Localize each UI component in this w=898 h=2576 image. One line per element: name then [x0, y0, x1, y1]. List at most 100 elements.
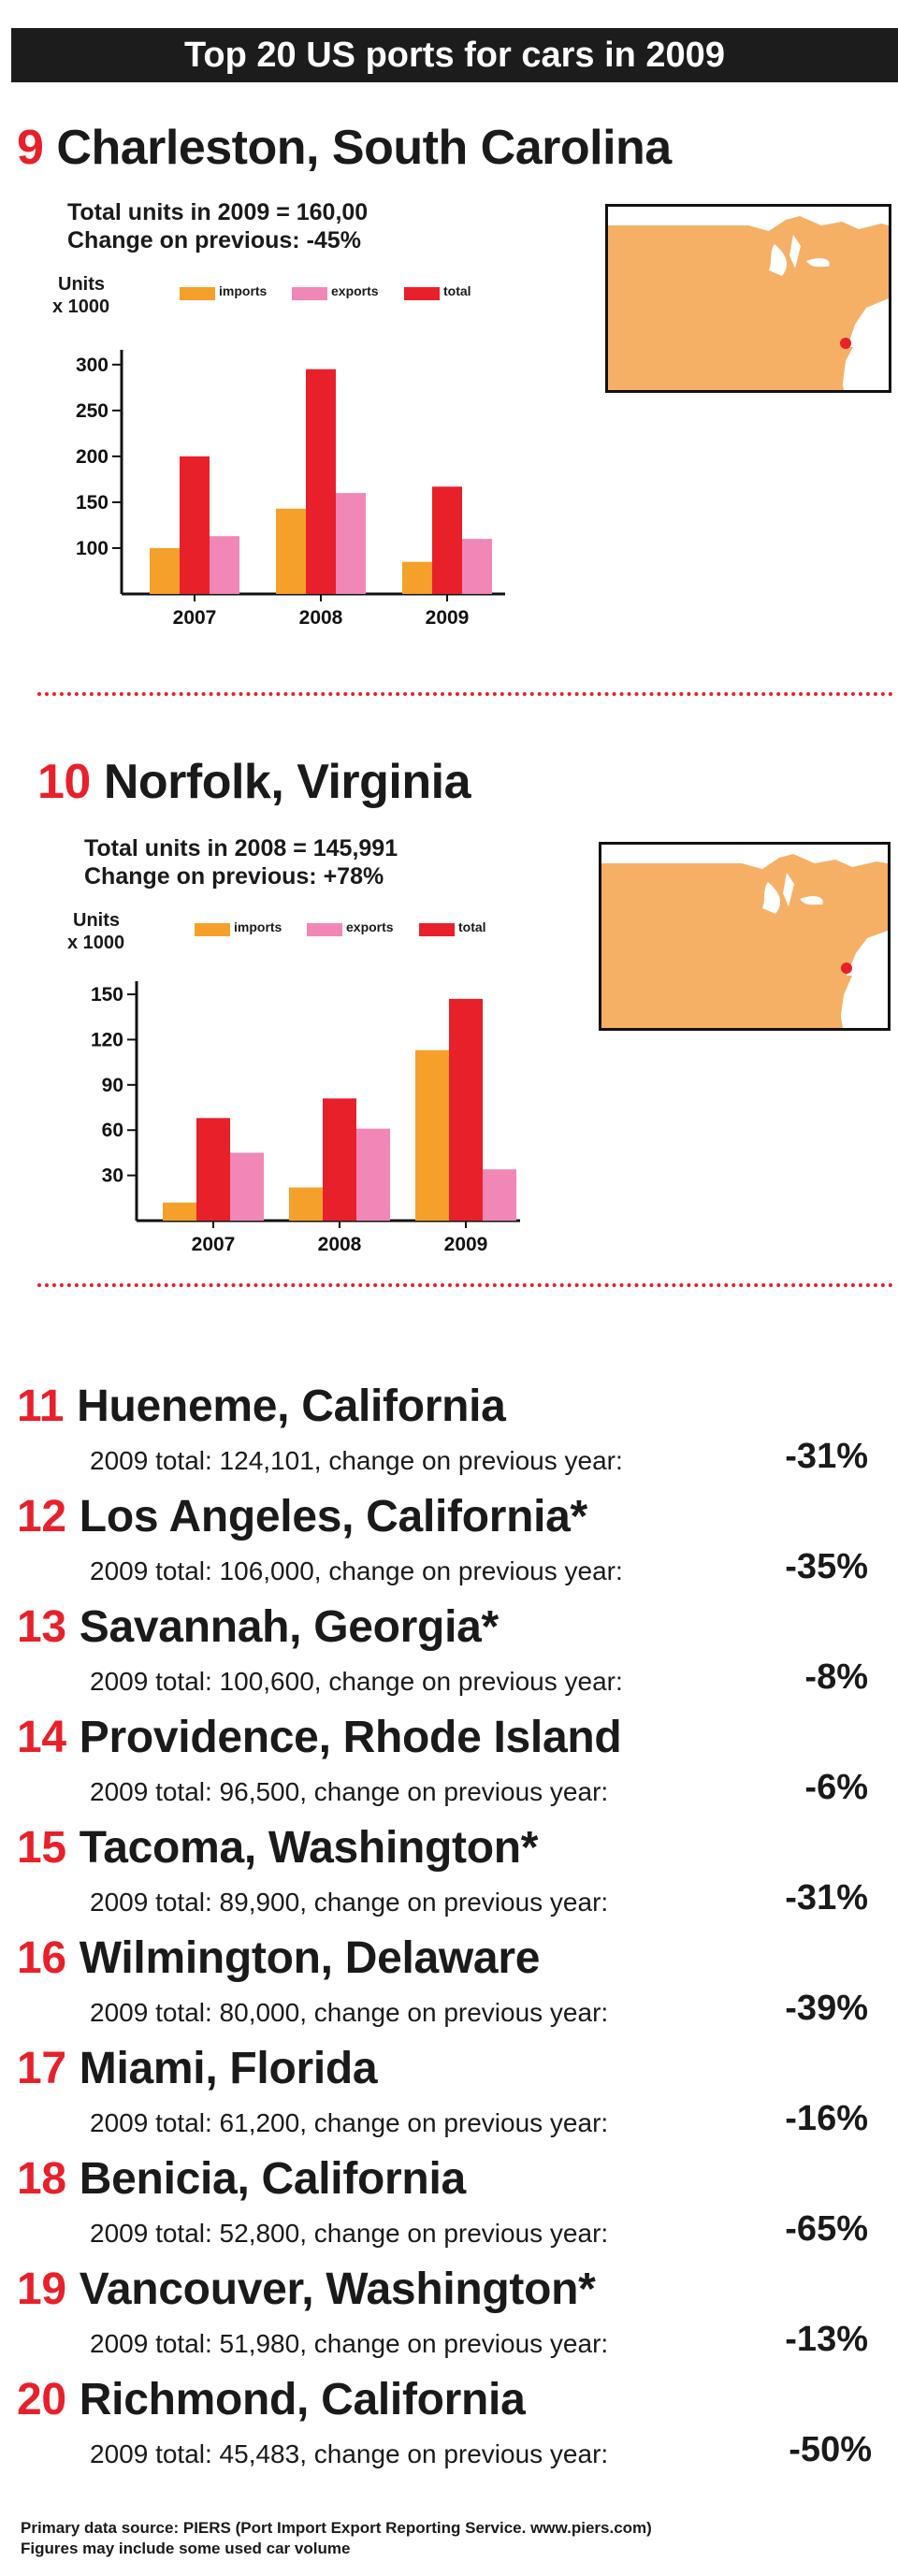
bar-exports-2008	[336, 493, 366, 594]
y-tick-label: 300	[76, 355, 109, 376]
list-item: 14 Providence, Rhode Island	[17, 1712, 622, 1763]
bar-imports-2009	[402, 561, 432, 594]
units-label-9: Units x 1000	[52, 273, 109, 318]
bar-exports-2007	[230, 1152, 264, 1221]
units-line-1: Units	[58, 274, 105, 295]
x-tick-label: 2009	[426, 607, 470, 629]
x-tick-label: 2008	[318, 1234, 362, 1255]
y-tick-label: 250	[76, 400, 109, 422]
port-heading-9: 9 Charleston, South Carolina	[17, 120, 672, 176]
port-marker-dot	[840, 338, 851, 349]
legend-swatch	[195, 923, 230, 936]
y-tick-label: 150	[76, 492, 109, 514]
port-heading: 13 Savannah, Georgia*	[17, 1601, 499, 1653]
bar-total-2007	[196, 1118, 230, 1221]
port-heading: 15 Tacoma, Washington*	[17, 1822, 538, 1874]
port-name: Los Angeles, California*	[79, 1492, 587, 1541]
bar-chart-charleston: 100 150 200 250 300 2007 2008 2009	[76, 350, 505, 629]
y-tick-label: 30	[102, 1165, 123, 1187]
port-detail: 2009 total: 51,980, change on previous y…	[90, 2329, 609, 2358]
y-tick-label: 200	[76, 446, 109, 468]
port-change: -16%	[785, 2099, 868, 2138]
y-tick-label: 150	[91, 984, 123, 1006]
port-detail: 2009 total: 96,500, change on previous y…	[90, 1777, 609, 1806]
port-detail: 2009 total: 61,200, change on previous y…	[90, 2108, 609, 2137]
footer-source: Primary data source: PIERS (Port Import …	[21, 2519, 652, 2537]
port-name: Miami, Florida	[79, 2044, 378, 2093]
legend-label: exports	[346, 919, 394, 934]
list-item: 15 Tacoma, Washington*	[17, 1822, 538, 1874]
port-heading: 16 Wilmington, Delaware	[17, 1932, 540, 1984]
y-tick-label: 120	[91, 1029, 123, 1050]
list-item: 12 Los Angeles, California*	[17, 1491, 587, 1542]
port-change: -50%	[789, 2430, 872, 2469]
legend-label: total	[443, 283, 471, 298]
bar-total-2008	[323, 1098, 356, 1221]
bar-exports-2009	[462, 539, 492, 594]
legend-exports-10: exports	[307, 919, 394, 936]
legend-swatch	[419, 923, 455, 936]
port-name: Savannah, Georgia*	[79, 1602, 499, 1652]
rank-number: 10	[37, 755, 91, 809]
bar-imports-2009	[415, 1049, 449, 1221]
section-divider-2	[37, 1283, 893, 1287]
rank-number: 18	[17, 2154, 66, 2204]
port-marker-dot	[841, 962, 852, 974]
rank-number: 15	[17, 1823, 66, 1873]
port-heading: 17 Miami, Florida	[17, 2043, 378, 2094]
port-change: -35%	[785, 1547, 868, 1586]
port-detail: 2009 total: 124,101, change on previous …	[90, 1446, 623, 1475]
port-detail: 2009 total: 100,600, change on previous …	[90, 1667, 623, 1696]
port-change: -65%	[785, 2209, 868, 2249]
legend-label: total	[458, 919, 486, 934]
rank-number: 14	[17, 1713, 66, 1762]
bar-imports-2008	[289, 1187, 323, 1221]
x-tick-label: 2007	[173, 607, 217, 629]
stat-total-10: Total units in 2008 = 145,991	[84, 835, 398, 861]
list-item: 19 Vancouver, Washington*	[17, 2264, 596, 2315]
footer-note: Figures may include some used car volume	[21, 2540, 351, 2557]
port-name: Charleston, South Carolina	[56, 121, 672, 175]
port-detail: 2009 total: 52,800, change on previous y…	[90, 2219, 609, 2248]
legend-imports-9: imports	[180, 283, 267, 300]
x-tick-label: 2009	[444, 1234, 488, 1255]
units-line-2: x 1000	[67, 933, 125, 953]
legend-label: exports	[331, 283, 379, 298]
legend-exports-9: exports	[292, 283, 379, 300]
rank-number: 20	[17, 2375, 66, 2424]
port-name: Tacoma, Washington*	[79, 1823, 539, 1873]
bar-total-2008	[306, 369, 336, 594]
port-name: Benicia, California	[79, 2154, 466, 2204]
rank-number: 16	[17, 1933, 66, 1983]
legend-label: imports	[219, 283, 268, 298]
stat-total-9: Total units in 2009 = 160,00	[67, 199, 369, 225]
list-item: 13 Savannah, Georgia*	[17, 1601, 499, 1653]
port-detail: 2009 total: 89,900, change on previous y…	[90, 1888, 609, 1917]
port-heading: 14 Providence, Rhode Island	[17, 1712, 622, 1763]
port-detail: 2009 total: 80,000, change on previous y…	[90, 1998, 609, 2027]
rank-number: 9	[17, 121, 44, 175]
bar-imports-2008	[276, 508, 306, 594]
bar-total-2009	[449, 998, 483, 1221]
list-item: 16 Wilmington, Delaware	[17, 1932, 540, 1984]
port-change: -31%	[785, 1878, 868, 1918]
legend-swatch	[180, 287, 215, 300]
list-item: 11 Hueneme, California	[17, 1381, 506, 1432]
port-heading: 18 Benicia, California	[17, 2153, 466, 2205]
port-heading: 19 Vancouver, Washington*	[17, 2264, 596, 2315]
legend-swatch	[307, 923, 342, 936]
bar-total-2007	[180, 456, 210, 594]
x-tick-label: 2007	[192, 1234, 236, 1255]
port-change: -39%	[785, 1989, 868, 2028]
port-name: Norfolk, Virginia	[103, 755, 471, 809]
port-name: Vancouver, Washington*	[79, 2265, 596, 2314]
port-name: Wilmington, Delaware	[79, 1933, 541, 1983]
legend-swatch	[404, 287, 440, 300]
x-tick-label: 2008	[299, 607, 343, 629]
units-line-2: x 1000	[52, 297, 110, 317]
legend-swatch	[292, 287, 327, 300]
bar-exports-2009	[483, 1169, 516, 1221]
legend-total-10: total	[419, 919, 486, 936]
port-change: -8%	[804, 1657, 868, 1697]
port-name: Providence, Rhode Island	[79, 1713, 622, 1762]
